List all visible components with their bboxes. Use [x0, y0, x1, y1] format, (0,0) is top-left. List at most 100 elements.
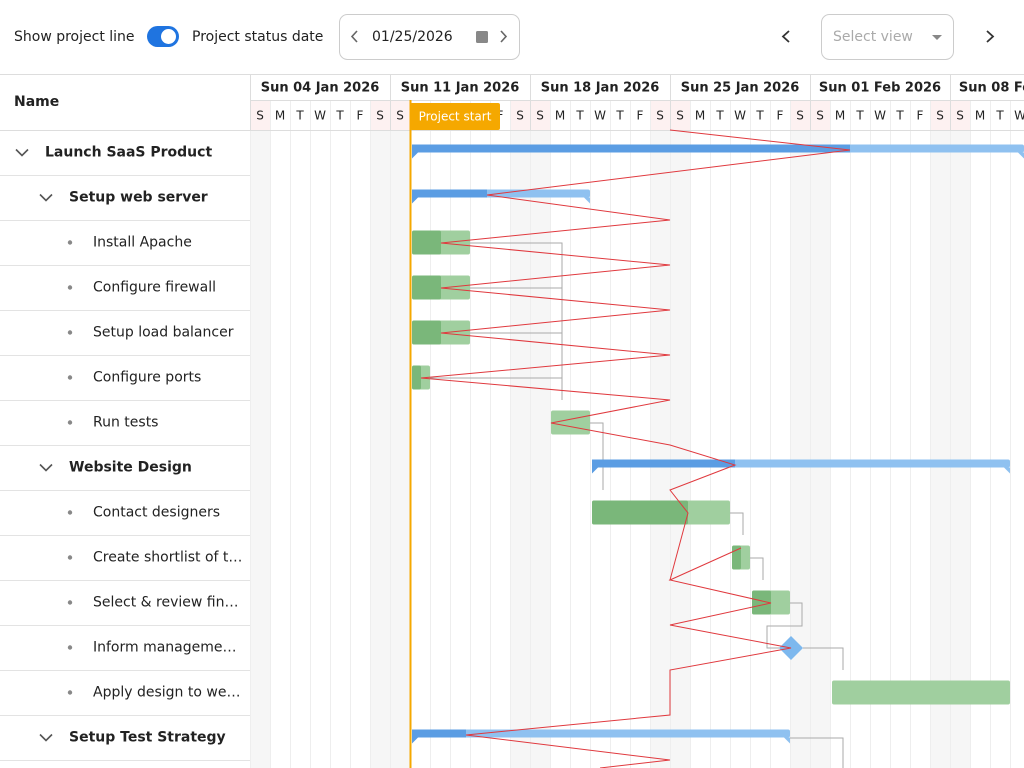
weekend-column: [950, 130, 970, 768]
date-picker[interactable]: [339, 14, 520, 60]
weekend-column: [650, 130, 670, 768]
name-header: Name: [14, 94, 59, 110]
day-cell: [630, 100, 650, 130]
expand-chevron[interactable]: [39, 733, 53, 742]
task-name[interactable]: Configure ports: [93, 370, 201, 386]
bullet: [67, 600, 73, 605]
week-label: Sun 08 Feb 2026: [959, 81, 1024, 96]
day-cell: [890, 100, 910, 130]
timeline: SMTWTFSSMTWTFSSMTWTFSSMTWTFSSMTWTFSSMTWS…: [250, 74, 1024, 768]
day-letter: M: [835, 109, 845, 123]
toggle-label: Show project line: [14, 29, 135, 45]
day-letter: T: [895, 109, 904, 123]
summary-progress: [412, 729, 466, 738]
day-letter: S: [816, 109, 824, 123]
weekend-column: [810, 130, 830, 768]
week-label: Sun 01 Feb 2026: [819, 81, 941, 96]
day-cell: [1010, 100, 1024, 130]
summary-cap: [412, 152, 418, 159]
day-cell: [810, 100, 830, 130]
prev-view[interactable]: [781, 30, 790, 43]
day-letter: S: [796, 109, 804, 123]
date-value[interactable]: 01/25/2026: [372, 29, 453, 45]
calendar-icon[interactable]: [476, 31, 488, 43]
task-bar[interactable]: [832, 680, 1010, 705]
summary-bar: [412, 729, 790, 738]
day-cell: [250, 100, 270, 130]
parent-task-name[interactable]: Setup web server: [69, 190, 208, 206]
bullet: [67, 330, 73, 335]
next-view[interactable]: [986, 30, 995, 43]
day-cell: [710, 100, 730, 130]
bullet: [67, 645, 73, 650]
expand-chevron[interactable]: [39, 463, 53, 472]
day-cell: [690, 100, 710, 130]
task-name[interactable]: Select & review fin…: [93, 595, 238, 611]
day-cell: [850, 100, 870, 130]
day-cell: [930, 100, 950, 130]
task-bar[interactable]: [551, 410, 590, 435]
bullet: [67, 510, 73, 515]
day-letter: W: [1014, 109, 1024, 123]
dropdown-arrow[interactable]: [932, 35, 942, 40]
day-letter: W: [734, 109, 746, 123]
day-letter: T: [295, 109, 304, 123]
day-cell: [870, 100, 890, 130]
parent-task-name[interactable]: Website Design: [69, 460, 192, 476]
day-cell: [730, 100, 750, 130]
day-letter: S: [516, 109, 524, 123]
day-letter: W: [594, 109, 606, 123]
day-letter: T: [855, 109, 864, 123]
task-progress: [412, 275, 441, 300]
week-label: Sun 11 Jan 2026: [401, 81, 520, 96]
task-name[interactable]: Run tests: [93, 415, 158, 431]
task-name[interactable]: Setup load balancer: [93, 325, 234, 341]
bullet: [67, 420, 73, 425]
day-cell: [990, 100, 1010, 130]
weekend-column: [670, 130, 690, 768]
summary-cap: [412, 737, 418, 744]
day-cell: [750, 100, 770, 130]
expand-chevron[interactable]: [39, 193, 53, 202]
day-letter: M: [695, 109, 705, 123]
dependency-line: [790, 737, 844, 768]
bullet: [67, 555, 73, 560]
day-letter: T: [715, 109, 724, 123]
parent-task-name[interactable]: Setup Test Strategy: [69, 730, 226, 746]
view-select[interactable]: [821, 14, 954, 60]
day-letter: F: [357, 109, 364, 123]
day-letter: S: [536, 109, 544, 123]
task-progress: [412, 320, 441, 345]
day-letter: S: [936, 109, 944, 123]
day-cell: [550, 100, 570, 130]
task-progress: [592, 500, 688, 525]
parent-task-name[interactable]: Launch SaaS Product: [45, 145, 212, 161]
day-cell: [610, 100, 630, 130]
summary-cap: [584, 197, 590, 204]
day-cell: [290, 100, 310, 130]
task-name[interactable]: Inform manageme…: [93, 640, 237, 656]
weekend-column: [370, 130, 390, 768]
dependency-line: [803, 647, 844, 670]
day-cell: [370, 100, 390, 130]
day-letter: W: [314, 109, 326, 123]
day-letter: W: [874, 109, 886, 123]
task-name[interactable]: Configure firewall: [93, 280, 216, 296]
day-letter: S: [956, 109, 964, 123]
bullet: [67, 690, 73, 695]
prev-date[interactable]: [350, 30, 358, 43]
task-name[interactable]: Apply design to we…: [93, 685, 240, 701]
day-letter: M: [975, 109, 985, 123]
day-cell: [590, 100, 610, 130]
next-date[interactable]: [500, 30, 508, 43]
task-name[interactable]: Contact designers: [93, 505, 220, 521]
day-cell: [830, 100, 850, 130]
day-cell: [910, 100, 930, 130]
task-name[interactable]: Create shortlist of t…: [93, 550, 242, 566]
task-name[interactable]: Install Apache: [93, 235, 192, 251]
expand-chevron[interactable]: [15, 148, 29, 157]
view-placeholder[interactable]: Select view: [833, 29, 913, 45]
project-start-label: Project start: [419, 110, 492, 124]
summary-cap: [1018, 152, 1024, 159]
day-cell: [350, 100, 370, 130]
